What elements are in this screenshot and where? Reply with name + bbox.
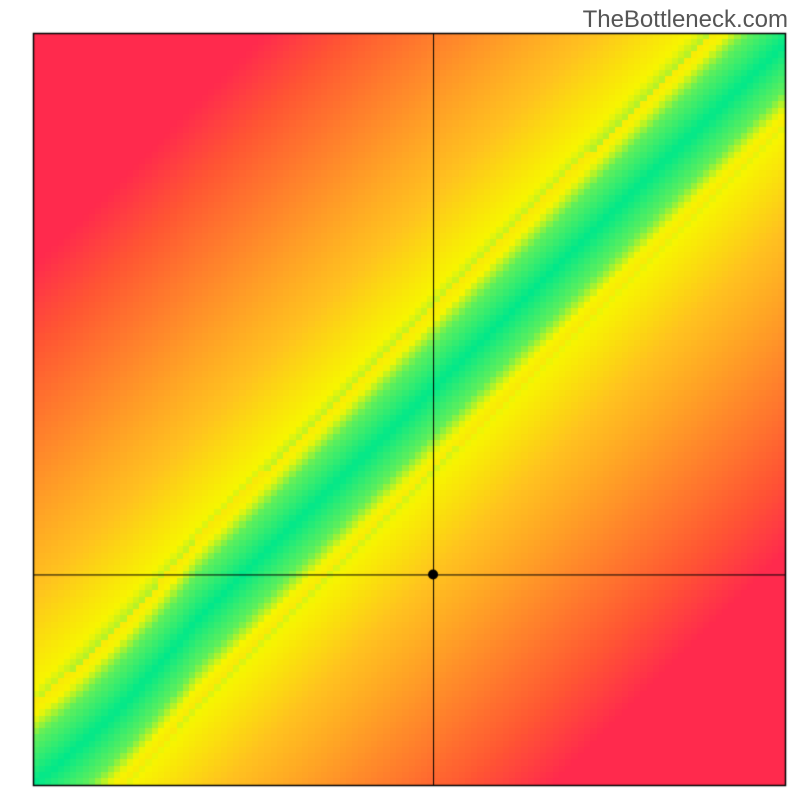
watermark-text: TheBottleneck.com bbox=[583, 6, 788, 34]
bottleneck-heatmap bbox=[0, 0, 800, 800]
